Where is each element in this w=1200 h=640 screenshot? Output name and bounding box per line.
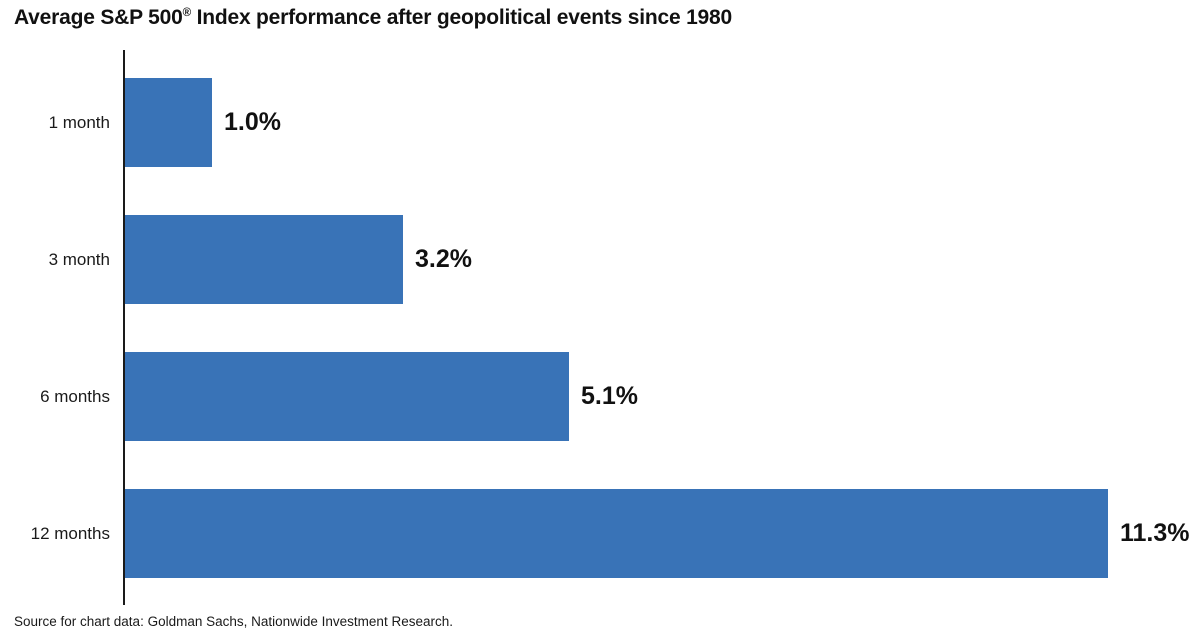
bar-row: 3 month 3.2% (0, 191, 1200, 328)
bar (125, 352, 569, 441)
chart-title-suffix: Index performance after geopolitical eve… (190, 6, 733, 29)
category-label: 3 month (48, 249, 110, 269)
category-label: 12 months (30, 523, 110, 543)
registered-trademark-symbol: ® (182, 7, 192, 19)
chart-title: Average S&P 500® Index performance after… (14, 6, 732, 30)
bar (125, 78, 212, 167)
bar (125, 215, 403, 304)
bar-row: 6 months 5.1% (0, 328, 1200, 465)
source-note: Source for chart data: Goldman Sachs, Na… (14, 614, 453, 629)
value-label: 3.2% (415, 245, 472, 273)
bar-chart: 1 month 1.0% 3 month 3.2% 6 months 5.1% 12 mon… (0, 54, 1200, 602)
value-label: 5.1% (581, 382, 638, 410)
value-label: 1.0% (224, 108, 281, 136)
bar-row: 1 month 1.0% (0, 54, 1200, 191)
bar-row: 12 months 11.3% (0, 465, 1200, 602)
y-axis-line (123, 50, 125, 605)
category-label: 1 month (48, 112, 110, 132)
chart-title-prefix: Average S&P 500 (14, 6, 183, 29)
bar (125, 489, 1108, 578)
category-label: 6 months (40, 386, 110, 406)
value-label: 11.3% (1120, 519, 1190, 547)
